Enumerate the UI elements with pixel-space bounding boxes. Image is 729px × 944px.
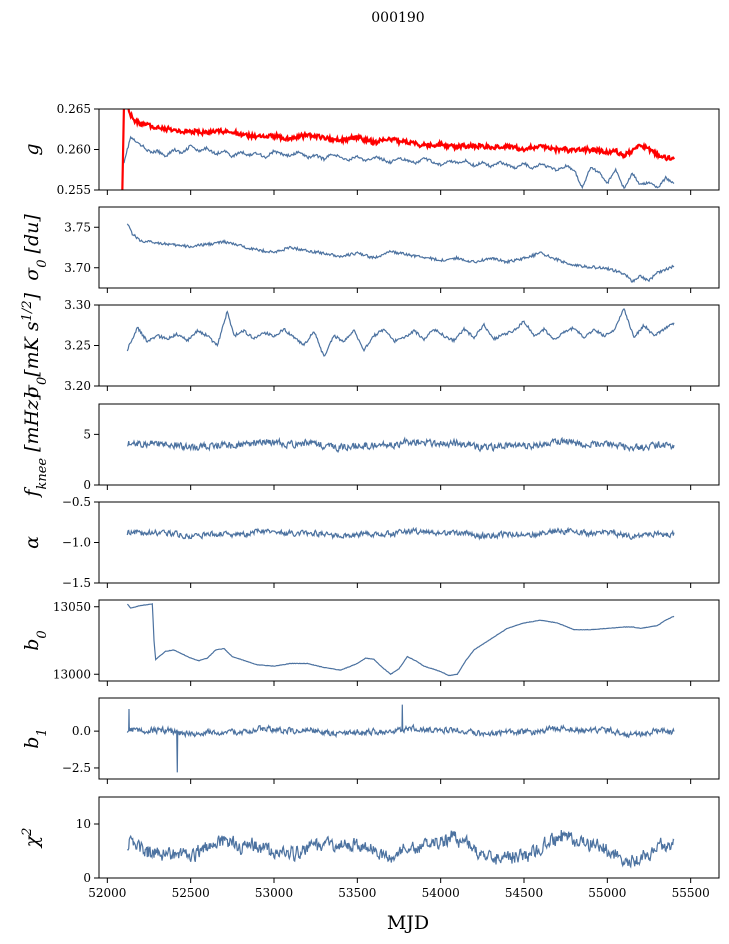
y-label-part: b xyxy=(21,737,43,749)
series-line-b0 xyxy=(126,603,675,677)
y-tick-label-sigma0_du-1: 3.75 xyxy=(64,220,91,234)
series-line-sigma0_du xyxy=(126,223,675,283)
y-tick-label-g-0: 0.255 xyxy=(57,183,91,197)
x-tick-label-1: 52500 xyxy=(172,886,210,900)
x-tick-label-0: 52000 xyxy=(88,886,126,900)
x-axis-label: MJD xyxy=(387,912,429,934)
y-label-part: 2 xyxy=(20,828,35,837)
y-tick-label-b0-0: 13000 xyxy=(53,667,91,681)
y-label-part: knee xyxy=(35,458,50,490)
y-label-part: 0 xyxy=(35,260,50,268)
panel-sigma0_mK: 3.20 3.25 3.30 σ0[mK s1/2] xyxy=(20,292,720,398)
series-line-fknee xyxy=(126,436,675,454)
y-axis-label-b0: b0 xyxy=(21,630,50,650)
y-tick-label-sigma0_mK-1: 3.25 xyxy=(64,339,91,353)
y-tick-label-b0-1: 13050 xyxy=(53,600,91,614)
axes-frame-sigma0_mK xyxy=(98,304,720,387)
y-label-part: χ xyxy=(21,834,43,849)
x-tick-label-6: 55000 xyxy=(588,886,626,900)
y-tick-label-fknee-0: 0 xyxy=(83,478,91,492)
y-label-part: 1/2 xyxy=(20,300,35,321)
y-tick-label-g-1: 0.260 xyxy=(57,143,91,157)
axes-frame-fknee xyxy=(98,403,720,486)
y-tick-label-sigma0_du-0: 3.70 xyxy=(64,261,91,275)
y-tick-label-b1-0: −2.5 xyxy=(62,761,91,775)
axes-frame-alpha xyxy=(98,501,720,584)
y-label-part: σ xyxy=(21,384,43,398)
y-tick-label-chi2-0: 0 xyxy=(83,871,91,885)
y-label-part: 1 xyxy=(35,728,50,736)
series-line-g xyxy=(123,135,675,190)
series-line-g_ref xyxy=(121,109,675,190)
y-label-part: 0 xyxy=(35,377,50,385)
y-label-part: α xyxy=(21,536,43,549)
y-label-part: σ xyxy=(21,267,43,281)
y-tick-label-fknee-1: 5 xyxy=(83,427,91,441)
y-tick-label-alpha-2: −0.5 xyxy=(62,495,91,509)
panel-b1: −2.5 0.0 b1 xyxy=(21,697,720,784)
y-label-part: [mK s xyxy=(21,321,43,377)
axes-frame-sigma0_du xyxy=(98,206,720,289)
panel-alpha: −1.5 −1.0 −0.5 α xyxy=(21,495,720,590)
y-label-part: [du] xyxy=(21,214,43,260)
figure-title: 000190 xyxy=(371,10,424,26)
y-label-part: ] xyxy=(21,292,43,301)
x-tick-label-7: 55500 xyxy=(672,886,710,900)
panel-g: 0.255 0.260 0.265 g xyxy=(21,102,720,197)
y-label-part: [mHz] xyxy=(21,392,43,458)
panel-chi2: 0 10 52000 52500 53000 53500 54000 54500 55000 55… xyxy=(20,796,720,900)
y-tick-label-alpha-1: −1.0 xyxy=(62,536,91,550)
y-axis-label-alpha: α xyxy=(21,536,43,549)
y-axis-label-sigma0_mK: σ0[mK s1/2] xyxy=(20,292,50,398)
x-tick-label-3: 53500 xyxy=(338,886,376,900)
axes-frame-b1 xyxy=(98,697,720,780)
y-axis-label-fknee: fknee [mHz] xyxy=(21,392,50,499)
axes-frame-g xyxy=(98,108,720,191)
y-label-part: f xyxy=(21,487,43,499)
x-tick-label-5: 54500 xyxy=(505,886,543,900)
axes-frame-b0 xyxy=(98,599,720,682)
series-line-sigma0_mK xyxy=(126,307,675,357)
series-line-chi2 xyxy=(127,829,675,869)
y-tick-label-chi2-1: 10 xyxy=(76,817,91,831)
y-label-part: 0 xyxy=(35,630,50,638)
axes-frame-chi2 xyxy=(98,796,720,879)
x-tick-label-2: 53000 xyxy=(255,886,293,900)
y-axis-label-sigma0_du: σ0 [du] xyxy=(21,214,50,281)
y-tick-label-sigma0_mK-2: 3.30 xyxy=(64,298,91,312)
x-tick-label-4: 54000 xyxy=(422,886,460,900)
panel-sigma0_du: 3.70 3.75 σ0 [du] xyxy=(21,206,720,293)
panel-fknee: 0 5 fknee [mHz] xyxy=(21,392,720,499)
panel-b0: 13000 13050 b0 xyxy=(21,599,720,686)
y-label-part: b xyxy=(21,639,43,651)
y-label-part: g xyxy=(21,143,43,155)
y-tick-label-g-2: 0.265 xyxy=(57,102,91,116)
y-axis-label-b1: b1 xyxy=(21,728,50,748)
series-line-b1 xyxy=(126,704,675,773)
y-tick-label-sigma0_mK-0: 3.20 xyxy=(64,379,91,393)
y-axis-label-g: g xyxy=(21,143,43,155)
series-line-alpha xyxy=(126,526,675,541)
y-tick-label-alpha-0: −1.5 xyxy=(62,576,91,590)
y-axis-label-chi2: χ2 xyxy=(20,828,44,850)
y-tick-label-b1-1: 0.0 xyxy=(72,724,91,738)
